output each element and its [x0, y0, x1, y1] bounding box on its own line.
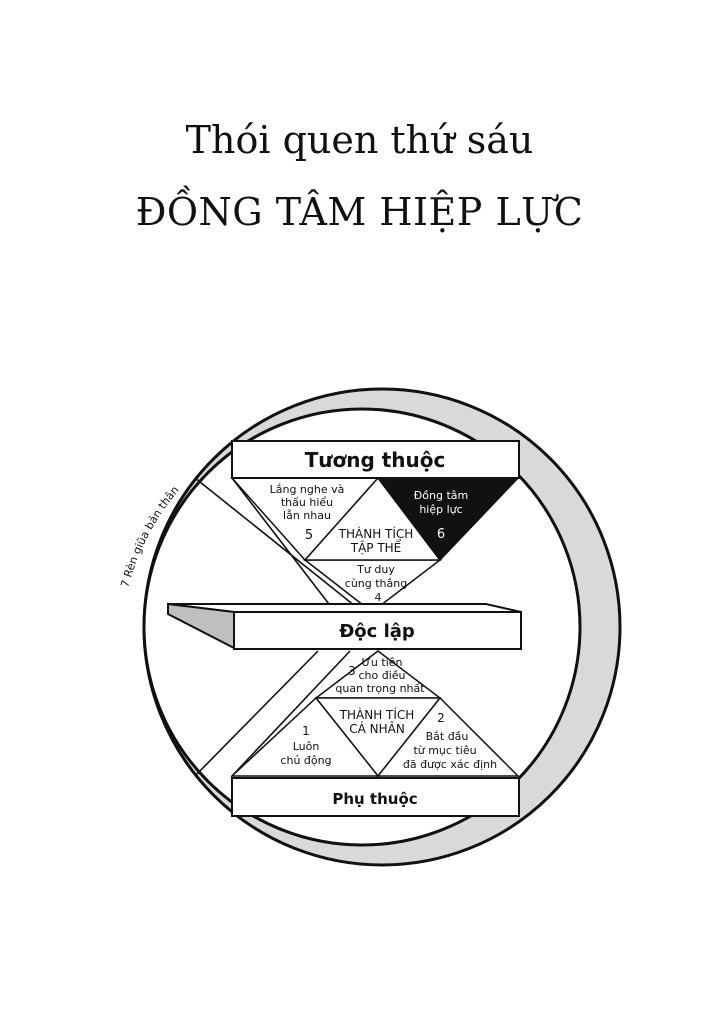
habit-1-line-2: chủ động — [280, 754, 331, 767]
tier-label-dependence: Phụ thuộc — [332, 790, 417, 808]
habit-2-line-1: Bắt đầu — [426, 730, 469, 743]
diamond-lines — [194, 477, 361, 777]
lower-shapes — [230, 650, 520, 778]
habit-5-number: 5 — [305, 528, 313, 543]
upper-shapes — [230, 476, 520, 613]
habit-1-number: 1 — [302, 724, 310, 738]
habit-3-line-2: cho điều — [358, 669, 405, 682]
habit-2-number: 2 — [437, 711, 445, 725]
chapter-title-line-1: Thói quen thứ sáu — [185, 118, 534, 162]
habit-6-line-1: Đồng tâm — [414, 489, 468, 502]
tier-label-interdependence: Tương thuộc — [305, 448, 446, 472]
tier-bar-middle: Độc lập — [167, 602, 522, 650]
habit-3-line-1: Ưu tiên — [361, 656, 402, 669]
habit-5-line-2: thấu hiểu — [281, 496, 333, 509]
habit-2-line-2: từ mục tiêu — [413, 744, 476, 757]
habit-3-number: 3 — [348, 664, 356, 678]
habit-4-line-1: Tư duy — [356, 563, 395, 576]
tier-bar-top: Tương thuộc — [231, 440, 520, 479]
tier-bar-bottom: Phụ thuộc — [231, 777, 520, 817]
upper-labels: Lắng nghe và thấu hiểu lẫn nhau 5 Đồng t… — [270, 483, 469, 604]
habit-3-line-3: quan trọng nhất — [335, 682, 425, 695]
habit-6-line-2: hiệp lực — [419, 503, 462, 516]
chapter-title-line-2: ĐỒNG TÂM HIỆP LỰC — [135, 190, 584, 234]
habit-4-number: 4 — [375, 591, 382, 604]
habit-5-line-1: Lắng nghe và — [270, 483, 345, 496]
habit-4-line-2: cùng thắng — [345, 577, 407, 590]
habit-2-line-3: đã được xác định — [403, 758, 497, 771]
habit-6-number: 6 — [437, 527, 445, 542]
public-victory-line-2: TẬP THỂ — [350, 539, 402, 555]
habit-1-line-1: Luôn — [293, 740, 320, 753]
lower-labels: Ưu tiên 3 cho điều quan trọng nhất THÀNH… — [280, 656, 497, 771]
tier-label-independence: Độc lập — [339, 621, 415, 642]
private-victory-line-1: THÀNH TÍCH — [339, 707, 415, 722]
private-victory-line-2: CÁ NHÂN — [349, 721, 405, 736]
habit-5-line-3: lẫn nhau — [283, 509, 331, 522]
public-victory-line-1: THÀNH TÍCH — [338, 526, 414, 541]
